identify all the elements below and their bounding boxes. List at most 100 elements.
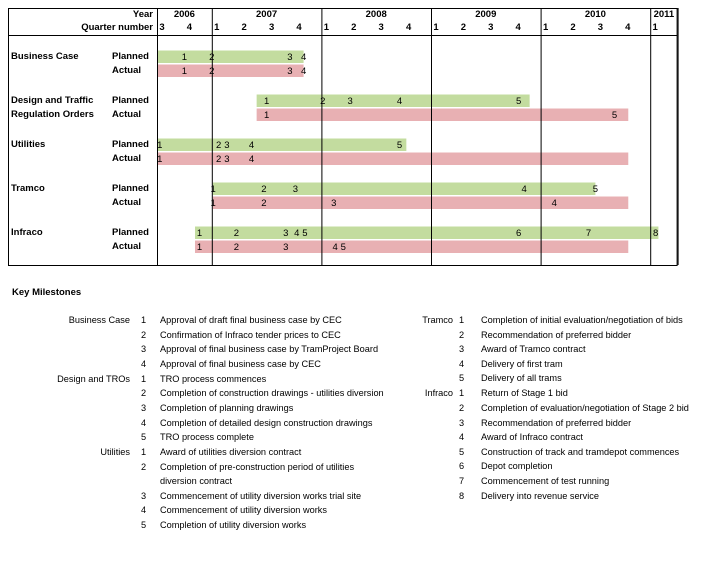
planned-label: Planned [112, 95, 149, 106]
quarter-label: 3 [159, 22, 164, 33]
planned-milestone-marker: 4 [301, 52, 306, 63]
milestone-number: 7 [459, 475, 465, 486]
planned-bar [256, 94, 530, 107]
actual-label: Actual [112, 65, 141, 76]
quarter-label: 1 [214, 22, 220, 33]
milestone-description: Award of utilities diversion contract [160, 447, 302, 457]
quarter-label: 2 [242, 22, 247, 33]
actual-milestone-marker: 3 [224, 154, 229, 165]
actual-milestone-marker: 5 [612, 110, 617, 121]
milestone-description: Depot completion [481, 461, 553, 472]
planned-milestone-marker: 3 [348, 96, 353, 107]
planned-bar [194, 226, 659, 239]
milestone-description: Delivery into revenue service [481, 490, 599, 501]
milestone-description: Commencement of test running [481, 475, 610, 486]
milestone-description: Approval of final business case by TramP… [160, 344, 379, 355]
row-label-infraco: Infraco [11, 227, 43, 238]
milestone-number: 2 [141, 388, 147, 399]
planned-bar [212, 182, 596, 195]
planned-milestone-marker: 1 [211, 184, 216, 195]
milestone-number: 4 [141, 505, 147, 516]
milestone-number: 5 [141, 520, 147, 530]
quarter-label: 2 [570, 22, 575, 33]
milestone-category-business-case: Business Case [68, 315, 130, 325]
milestone-number: 3 [141, 344, 147, 355]
actual-milestone-marker: 1 [182, 66, 187, 77]
actual-milestone-marker: 3 [283, 242, 288, 253]
planned-milestone-marker: 5 [397, 140, 402, 151]
planned-bar [158, 50, 304, 63]
planned-milestone-marker: 1 [157, 140, 162, 151]
planned-milestone-marker: 4 [249, 140, 254, 151]
planned-bar [158, 138, 407, 151]
planned-milestone-marker: 5 [593, 184, 598, 195]
quarter-label: 2 [351, 22, 356, 33]
milestone-description: Commencement of utility diversion works … [160, 490, 362, 501]
actual-milestone-marker: 2 [261, 198, 266, 209]
milestone-number: 8 [459, 490, 465, 501]
planned-milestone-marker: 3 [224, 140, 229, 151]
actual-bar [194, 240, 629, 253]
quarter-label: 1 [433, 22, 439, 33]
planned-milestone-marker: 1 [182, 52, 187, 63]
milestone-number: 4 [459, 358, 465, 369]
milestone-description: Award of Tramco contract [481, 344, 586, 355]
planned-milestone-marker: 3 [293, 184, 298, 195]
quarter-label: 4 [296, 22, 302, 33]
planned-milestone-marker: 4 [294, 228, 299, 239]
milestone-number: 3 [459, 344, 465, 355]
milestone-description: Completion of initial evaluation/negotia… [481, 315, 683, 325]
milestone-number: 4 [459, 432, 465, 443]
actual-milestone-marker: 1 [211, 198, 216, 209]
milestone-number: 6 [459, 461, 465, 472]
milestone-number: 3 [141, 490, 147, 501]
planned-milestone-marker: 3 [287, 52, 292, 63]
actual-bar [158, 152, 629, 165]
quarter-label: 1 [653, 22, 659, 33]
milestone-description: Completion of evaluation/negotiation of … [481, 402, 689, 413]
row-label-utilities: Utilities [11, 139, 45, 150]
row-label-business-case: Business Case [11, 51, 79, 62]
milestone-description: Completion of planning drawings [160, 402, 294, 413]
quarter-label: 2 [461, 22, 466, 33]
milestone-number: 3 [141, 402, 147, 413]
milestone-number: 3 [459, 417, 465, 428]
quarter-label: 3 [488, 22, 493, 33]
actual-milestone-marker: 1 [197, 242, 202, 253]
milestone-description: Completion of utility diversion works [160, 520, 307, 530]
milestone-description: Commencement of utility diversion works [160, 505, 327, 516]
planned-milestone-marker: 2 [320, 96, 325, 107]
planned-label: Planned [112, 51, 149, 62]
quarter-label: 1 [543, 22, 549, 33]
planned-label: Planned [112, 139, 149, 150]
quarter-label: 1 [324, 22, 330, 33]
year-label-2006: 2006 [174, 9, 195, 20]
planned-milestone-marker: 3 [283, 228, 288, 239]
quarter-label: 4 [516, 22, 522, 33]
quarter-label: 3 [379, 22, 384, 33]
actual-label: Actual [112, 241, 141, 252]
milestone-number: 2 [141, 461, 147, 472]
milestone-category-utilities: Utilities [100, 447, 130, 457]
milestone-description: Completion of detailed design constructi… [160, 417, 373, 428]
actual-bar [256, 108, 629, 121]
planned-label: Planned [112, 227, 149, 238]
milestone-category-tramco: Tramco [422, 315, 453, 325]
milestone-description: Award of Infraco contract [481, 432, 583, 443]
milestone-number: 2 [141, 329, 147, 340]
actual-milestone-marker: 5 [341, 242, 346, 253]
planned-milestone-marker: 2 [261, 184, 266, 195]
milestone-number: 5 [141, 432, 147, 443]
planned-milestone-marker: 1 [264, 96, 269, 107]
quarter-label: 4 [406, 22, 412, 33]
key-milestones-title: Key Milestones [12, 287, 82, 298]
planned-milestone-marker: 5 [516, 96, 521, 107]
planned-milestone-marker: 5 [302, 228, 307, 239]
planned-milestone-marker: 2 [216, 140, 221, 151]
actual-milestone-marker: 2 [216, 154, 221, 165]
year-header-label: Year [133, 9, 153, 20]
actual-milestone-marker: 3 [331, 198, 336, 209]
milestone-number: 4 [141, 417, 147, 428]
actual-milestone-marker: 4 [249, 154, 254, 165]
milestone-description: Construction of track and tramdepot comm… [481, 446, 680, 457]
